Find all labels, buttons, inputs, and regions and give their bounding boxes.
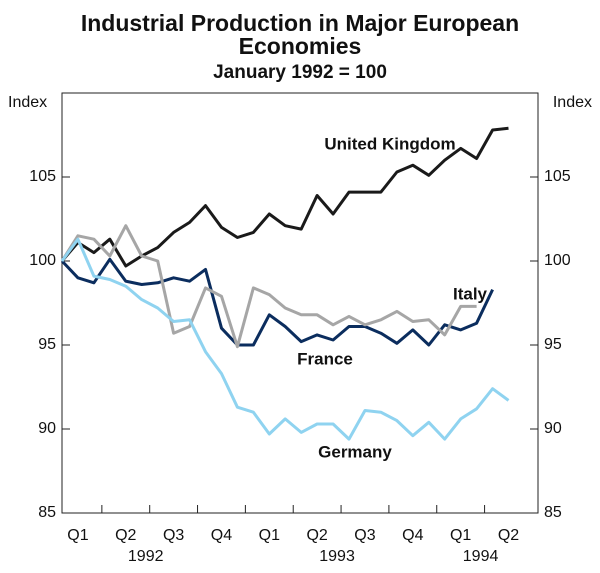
series-line <box>60 237 510 441</box>
x-group-label: 1992 <box>128 548 164 565</box>
chart-title: Industrial Production in Major European … <box>80 10 520 59</box>
x-tick-label: Q4 <box>211 527 232 544</box>
x-tick-label: Q2 <box>306 527 327 544</box>
y-tick-label: 95 <box>38 336 56 353</box>
y2-tick-label: 85 <box>544 504 562 521</box>
series-line <box>60 257 494 347</box>
series-line <box>60 224 477 349</box>
x-tick-label: Q3 <box>354 527 375 544</box>
y-tick-label: 90 <box>38 420 56 437</box>
x-tick-label: Q3 <box>163 527 184 544</box>
y-axis-label: Index <box>8 94 47 111</box>
x-group-label: 1993 <box>319 548 355 565</box>
chart-subtitle: January 1992 = 100 <box>213 62 387 83</box>
x-tick-label: Q2 <box>498 527 519 544</box>
plot-frame <box>61 92 539 514</box>
x-tick-label: Q4 <box>402 527 423 544</box>
y2-tick-label: 90 <box>544 420 562 437</box>
y2-tick-label: 100 <box>544 252 571 269</box>
y2-tick-label: 95 <box>544 336 562 353</box>
series-line <box>60 126 509 268</box>
y-tick-label: 105 <box>29 168 56 185</box>
y2-axis-label: Index <box>553 94 592 111</box>
series-label: France <box>297 349 353 368</box>
series-label: United Kingdom <box>324 134 455 153</box>
x-group-label: 1994 <box>463 548 499 565</box>
x-tick-label: Q2 <box>115 527 136 544</box>
series-label: Italy <box>453 284 488 303</box>
y-tick-label: 100 <box>29 252 56 269</box>
x-tick-label: Q1 <box>259 527 280 544</box>
y-tick-label: 85 <box>38 504 56 521</box>
x-tick-label: Q1 <box>67 527 88 544</box>
y2-tick-label: 105 <box>544 168 571 185</box>
x-tick-label: Q1 <box>450 527 471 544</box>
series-label: Germany <box>318 442 392 461</box>
